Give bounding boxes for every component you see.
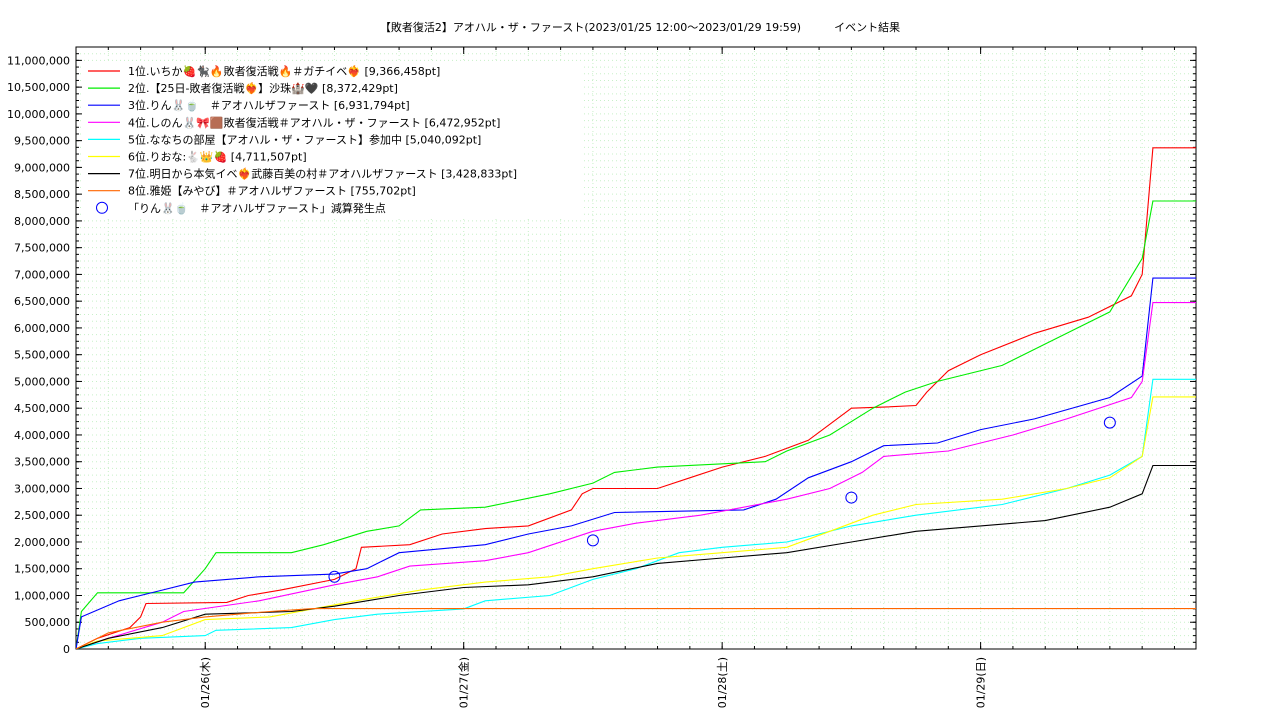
y-tick-label: 3,000,000 xyxy=(14,482,70,495)
legend-label: 8位.雅姫【みやび】＃アオハルザファースト [755,702pt] xyxy=(128,184,416,198)
x-tick-label: 01/27(金) xyxy=(457,657,471,708)
y-tick-label: 6,500,000 xyxy=(14,295,70,308)
decrement-marker xyxy=(586,534,599,547)
y-tick-label: 2,000,000 xyxy=(14,536,70,549)
y-tick-label: 2,500,000 xyxy=(14,509,70,522)
y-tick-label: 4,000,000 xyxy=(14,429,70,442)
y-tick-label: 1,500,000 xyxy=(14,563,70,576)
legend-marker xyxy=(96,201,108,214)
y-tick-label: 3,500,000 xyxy=(14,456,70,469)
x-tick-label: 01/26(木) xyxy=(199,657,212,708)
series-line-6 xyxy=(76,396,1196,649)
series-line-3 xyxy=(76,277,1196,649)
series-line-8 xyxy=(76,608,1196,649)
legend-label: 7位.明日から本気イベ❤️‍🔥武藤百美の村＃アオハルザファースト [3,428,… xyxy=(128,167,517,181)
legend-label: 5位.ななちの部屋【アオハル・ザ・ファースト】参加中 [5,040,092pt] xyxy=(128,132,481,146)
legend-label: 6位.りおな:🐇👑🍓 [4,711,507pt] xyxy=(128,150,307,164)
legend-label: 3位.りん🐰🍵 ＃アオハルザファースト [6,931,794pt] xyxy=(128,98,410,112)
y-tick-label: 0 xyxy=(63,643,70,656)
y-tick-label: 8,000,000 xyxy=(14,215,70,228)
y-tick-label: 5,000,000 xyxy=(14,375,70,388)
y-tick-label: 7,000,000 xyxy=(14,268,70,281)
series-line-7 xyxy=(76,464,1196,649)
legend-label: 4位.しのん🐰🎀🟫敗者復活戦＃アオハル・ザ・ファースト [6,472,952pt… xyxy=(128,115,500,129)
y-tick-label: 1,000,000 xyxy=(14,589,70,602)
series-line-4 xyxy=(76,302,1196,649)
y-tick-label: 500,000 xyxy=(25,616,71,629)
decrement-marker xyxy=(1103,416,1116,429)
legend-label: 1位.いちか🍓🐈‍⬛🔥敗者復活戦🔥＃ガチイベ❤️‍🔥 [9,366,458pt] xyxy=(128,64,440,78)
y-tick-label: 9,500,000 xyxy=(14,135,70,148)
y-tick-label: 8,500,000 xyxy=(14,188,70,201)
y-tick-label: 11,000,000 xyxy=(7,54,70,67)
legend-background xyxy=(84,61,584,219)
y-tick-label: 10,000,000 xyxy=(7,108,70,121)
y-tick-label: 5,500,000 xyxy=(14,349,70,362)
x-tick-label: 01/29(日) xyxy=(975,657,988,708)
y-tick-label: 10,500,000 xyxy=(7,81,70,94)
decrement-marker xyxy=(328,570,341,583)
series-line-1 xyxy=(76,147,1196,649)
series-line-2 xyxy=(76,200,1196,649)
chart-title: 【敗者復活2】アオハル・ザ・ファースト(2023/01/25 12:00〜202… xyxy=(379,21,901,34)
x-tick-label: 01/28(土) xyxy=(716,657,729,708)
legend-label: 2位.【25日-敗者復活戦❤️‍🔥】沙珠🏰🖤 [8,372,429pt] xyxy=(128,81,398,95)
legend-label: 「りん🐰🍵 ＃アオハルザファースト」減算発生点 xyxy=(128,201,386,215)
decrement-marker xyxy=(845,491,858,504)
y-tick-label: 7,500,000 xyxy=(14,242,70,255)
y-tick-label: 6,000,000 xyxy=(14,322,70,335)
y-tick-label: 4,500,000 xyxy=(14,402,70,415)
y-tick-label: 9,000,000 xyxy=(14,161,70,174)
